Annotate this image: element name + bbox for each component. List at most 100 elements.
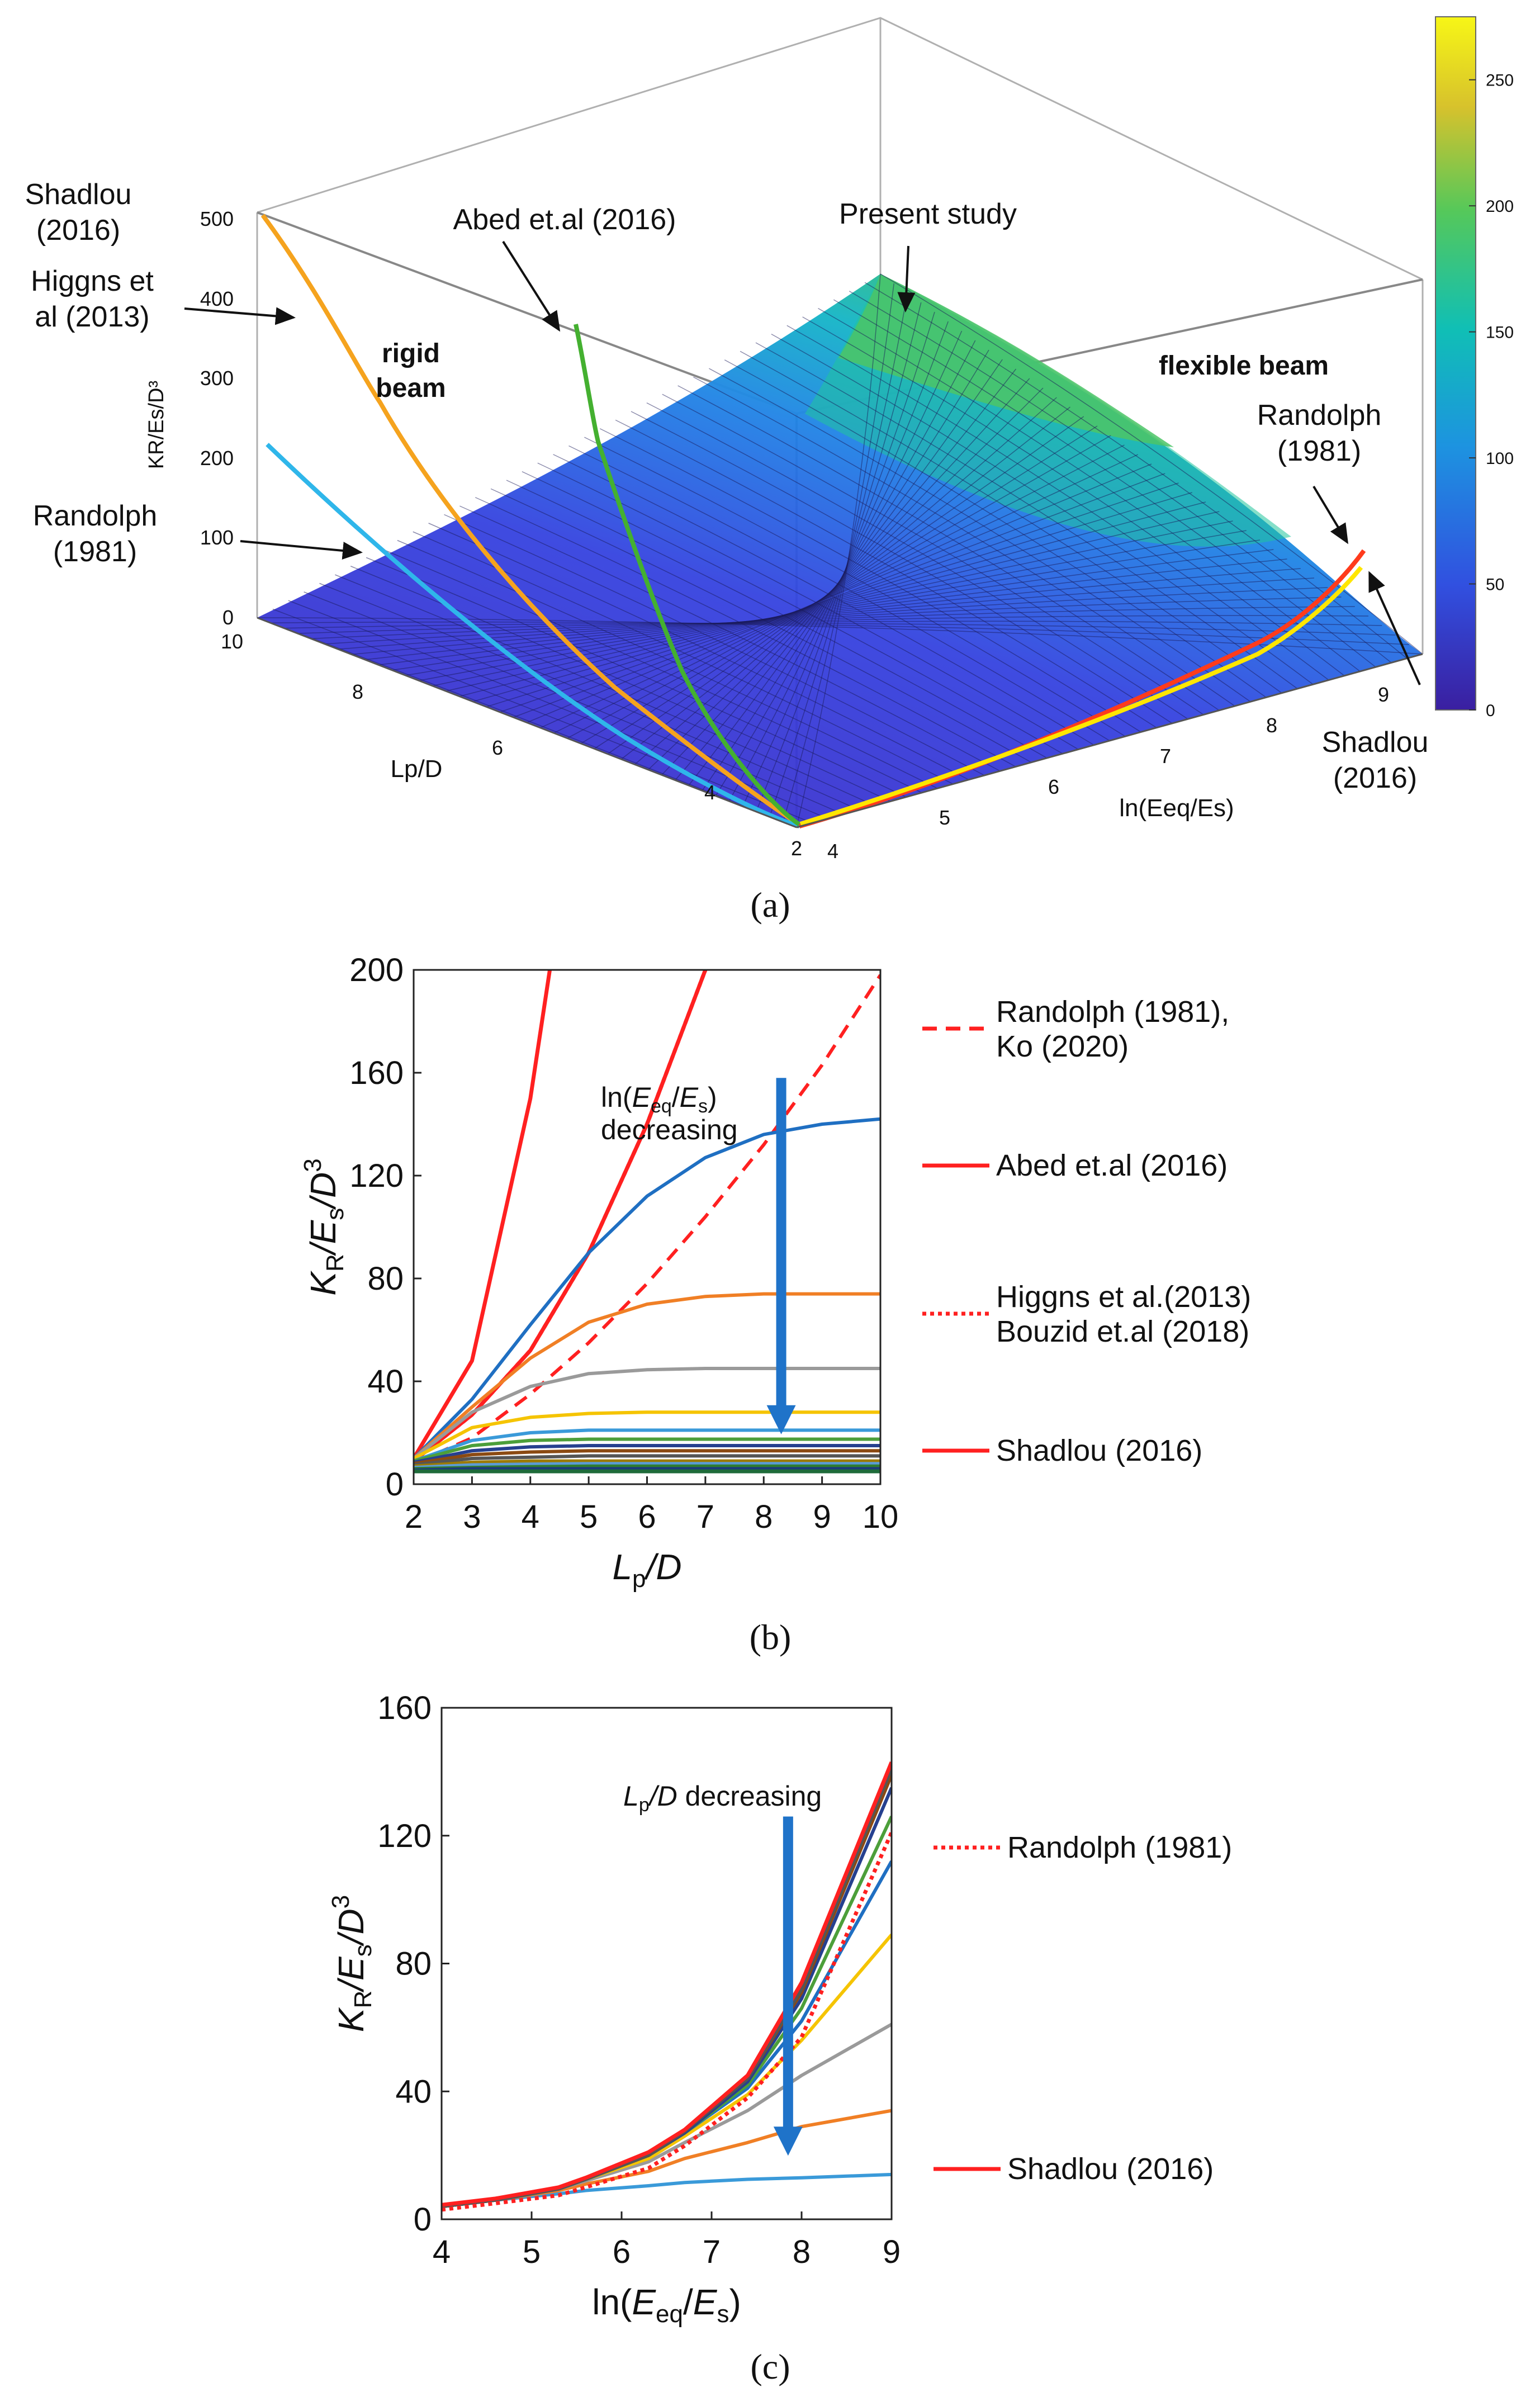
- series-line-ln-eeq-es-4-75: [414, 1459, 880, 1468]
- mesh-line-eeq: [584, 437, 1126, 737]
- z-tick-label: 500: [200, 207, 234, 230]
- x-tick-label: 2: [405, 1499, 423, 1535]
- series-line-lp-d-2: [442, 2172, 892, 2209]
- colorbar-ticks: 0 50 100 150 200 250: [1469, 72, 1514, 720]
- series-line-ln-eeq-es-7: [414, 1428, 880, 1463]
- x-tick-label: 9: [883, 2234, 901, 2270]
- x-tick-label: 6: [613, 2234, 631, 2270]
- z-tick-label: 200: [200, 447, 234, 470]
- legend-label-abed-et-al-2016--line: Abed et.al (2016): [996, 1149, 1228, 1182]
- mesh-line-lp: [675, 359, 1003, 781]
- legend-label-shadlou-2016--line: Shadlou (2016): [1007, 2152, 1214, 2186]
- mesh-line-lp: [567, 435, 1111, 739]
- legend-label-shadlou-2016--line: Shadlou (2016): [996, 1434, 1202, 1467]
- mesh-line-eeq: [599, 428, 1141, 733]
- x-tick-label: 6: [638, 1499, 656, 1535]
- mesh-line-eeq: [568, 445, 1110, 741]
- z-axis-label: KR/Es/D³: [145, 381, 168, 469]
- legend-label-randolph-1981--line: Randolph (1981): [1007, 1831, 1232, 1864]
- annotation-higgns-et-al-2013--line: al (2013): [35, 301, 149, 333]
- mesh-line-eeq: [802, 316, 1345, 676]
- y-tick-label: 120: [377, 1818, 432, 1854]
- series-line-lp-d-6: [442, 1860, 892, 2209]
- mesh-line-lp: [500, 482, 1179, 713]
- mesh-line-lp: [271, 621, 1409, 645]
- z-tick-label: 0: [222, 606, 234, 629]
- annotation-shadlou-2016--line: Shadlou: [1322, 726, 1429, 759]
- colorbar-tick-label: 100: [1486, 449, 1514, 468]
- mesh-line-lp: [364, 577, 1315, 660]
- x-tick-label: 4: [522, 1499, 539, 1535]
- annotation-randolph-1981-: Randolph (1981): [33, 500, 158, 568]
- mesh-line-lp: [715, 330, 963, 797]
- mesh-line-lp: [392, 558, 1287, 671]
- arrow-higgns: [184, 307, 296, 325]
- series-line-ln-eeq-es-9: [414, 1117, 880, 1460]
- y-tick-label: 200: [349, 952, 404, 988]
- decreasing-arrow-head: [766, 1405, 796, 1434]
- z-tick-label: 100: [200, 526, 234, 549]
- axis-floor-left: [257, 617, 797, 828]
- series-group: [442, 1761, 892, 2212]
- colorbar: [1435, 16, 1476, 711]
- legend-label-higgns-et-al-2013-bouzid-et-al-2018--line: Bouzid et.al (2018): [996, 1315, 1249, 1348]
- mesh-line-lp: [728, 321, 949, 802]
- x-tick-label: 4: [704, 781, 715, 804]
- mesh-line-eeq: [864, 282, 1408, 659]
- mesh-line-lp: [688, 349, 989, 786]
- mesh-line-eeq: [304, 591, 844, 815]
- series-line-randolph-1981-ko-2020-: [414, 974, 880, 1465]
- x-tick-label: 10: [221, 630, 243, 653]
- annotation-higgns-et-al-2013-: Higgns et al (2013): [31, 265, 154, 333]
- curve-shadlou-rigid: [260, 214, 801, 827]
- mesh-line-lp: [648, 378, 1030, 770]
- y-tick-label: 160: [377, 1690, 432, 1726]
- series-line-ln-eeq-es-4-5: [414, 1462, 880, 1470]
- mesh-line-lp: [607, 406, 1070, 755]
- y-tick-label: 40: [367, 1363, 404, 1400]
- x-tick-label: 9: [813, 1499, 831, 1535]
- mesh-line-eeq: [506, 480, 1048, 759]
- mesh-line-eeq: [631, 411, 1173, 724]
- mesh-line-eeq: [319, 582, 860, 811]
- axis-floor-right: [796, 653, 1423, 828]
- annotation-randolph-1981--line: (1981): [53, 536, 137, 568]
- mesh-line-eeq: [459, 505, 1001, 771]
- annotation-randolph-1981-: Randolph(1981): [1257, 399, 1382, 467]
- y-axis-label: KR/Es/D3: [299, 1158, 349, 1295]
- mesh-line-eeq: [381, 548, 922, 793]
- surface-mesh: [257, 273, 1423, 828]
- colorbar-tick-label: 50: [1486, 576, 1504, 594]
- series-line-randolph-1981-: [442, 1831, 892, 2212]
- colorbar-tick-label: 200: [1486, 197, 1514, 216]
- panel-c-line-chart: 0 40 80 120 160 4 5 6 7 8 9 KR/Es/D3 ln(Eeq/Es) Lp/D …: [327, 1690, 1232, 2328]
- series-line-lp-d-4: [442, 2023, 892, 2209]
- annotation-present-study: Present study: [839, 198, 1017, 230]
- x-tick-label: 8: [793, 2234, 811, 2270]
- mesh-line-eeq: [833, 299, 1376, 667]
- series-line-ln-eeq-es-7-5: [414, 1410, 880, 1460]
- annotation-shadlou-2016--line: Shadlou: [25, 178, 132, 211]
- series-line-ln-eeq-es-4-1: [414, 1467, 880, 1472]
- mesh-line-eeq: [272, 608, 813, 823]
- arrow-randolph-left: [240, 540, 363, 560]
- y-tick-label: 9: [1378, 683, 1389, 706]
- mesh-line-eeq: [740, 351, 1282, 694]
- x-tick-label: 8: [755, 1499, 773, 1535]
- annotation-shadlou-2016--line: (2016): [1333, 762, 1417, 794]
- series-line-lp-d-3: [442, 2109, 892, 2209]
- legend-label-shadlou-2016-: Shadlou (2016): [1007, 2152, 1214, 2186]
- legend-label-randolph-1981-ko-2020--line: Randolph (1981),: [996, 995, 1229, 1029]
- arrow-present-study: [897, 245, 916, 312]
- box-edge-back-top: [257, 17, 1423, 281]
- curve-abed: [574, 324, 801, 827]
- x-tick-label: 7: [696, 1499, 714, 1535]
- series-line-ln-eeq-es-5-5: [414, 1449, 880, 1466]
- mesh-line-eeq: [350, 566, 891, 802]
- mesh-line-lp: [297, 621, 1382, 634]
- mesh-line-eeq: [693, 376, 1235, 707]
- annotation-randolph-1981--line: Randolph: [33, 500, 158, 532]
- series-line-ln-eeq-es-6-5: [414, 1437, 880, 1463]
- panel-label-a: (a): [750, 885, 790, 925]
